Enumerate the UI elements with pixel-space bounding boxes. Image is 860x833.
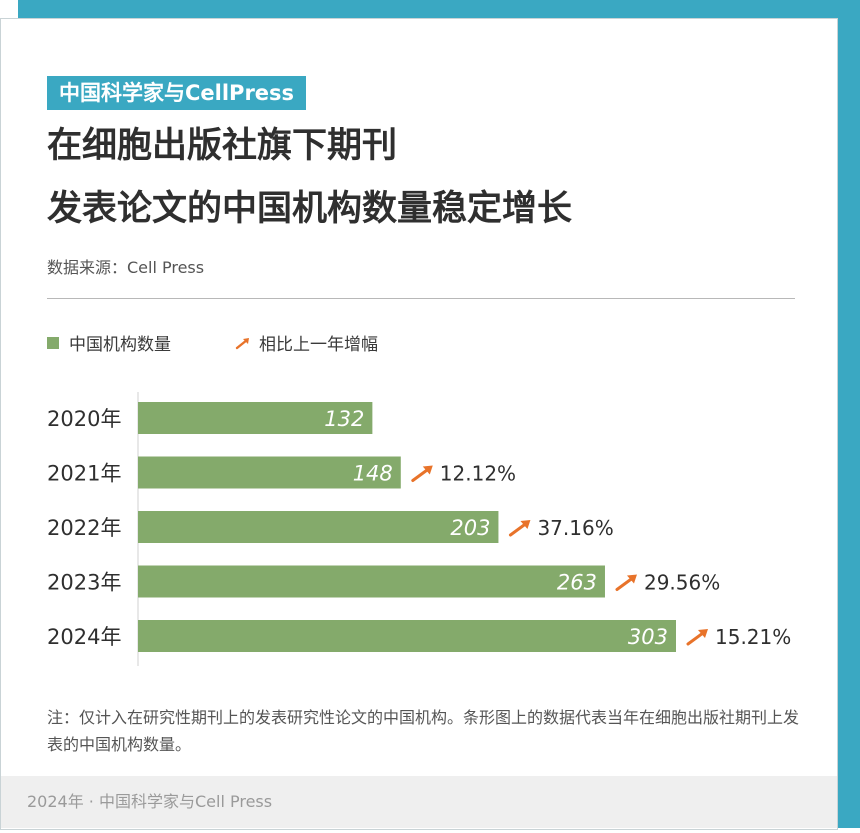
bar <box>138 456 401 489</box>
growth-arrow-icon <box>411 465 433 482</box>
divider <box>47 298 795 299</box>
footnote: 注：仅计入在研究性期刊上的发表研究性论文的中国机构。条形图上的数据代表当年在细胞… <box>47 708 800 754</box>
growth-label: 15.21% <box>715 625 791 649</box>
growth-arrow-icon <box>615 574 637 591</box>
data-source: 数据来源：Cell Press <box>47 258 205 277</box>
title-line-1: 在细胞出版社旗下期刊 <box>47 126 398 166</box>
legend-growth-label: 相比上一年增幅 <box>259 335 378 355</box>
bar <box>138 402 373 434</box>
footer-bar: 2024年 · 中国科学家与Cell Press <box>1 776 837 828</box>
category-label: 2023年 <box>47 571 121 595</box>
bar-value-label: 203 <box>450 516 490 540</box>
bar-value-label: 303 <box>628 625 668 649</box>
bar-chart: 2020年 132 2021年 148 12.12% 2022年 203 37.16% 2023… <box>47 392 791 666</box>
frame-right-accent <box>838 0 860 828</box>
bar <box>138 565 605 598</box>
growth-arrow-icon <box>508 520 531 537</box>
brand-badge: 中国科学家与CellPress <box>47 76 307 110</box>
category-label: 2024年 <box>47 625 121 649</box>
bar-value-label: 132 <box>324 407 364 431</box>
growth-label: 37.16% <box>537 516 613 540</box>
growth-label: 29.56% <box>644 571 720 595</box>
bar <box>138 511 499 543</box>
legend-series-label: 中国机构数量 <box>69 335 171 355</box>
category-label: 2020年 <box>47 407 121 431</box>
frame-top-accent <box>18 0 860 18</box>
category-label: 2021年 <box>47 462 121 486</box>
category-label: 2022年 <box>47 516 121 540</box>
growth-arrow-icon <box>686 629 708 646</box>
title-line-2: 发表论文的中国机构数量稳定增长 <box>47 189 573 229</box>
legend-swatch <box>47 336 59 349</box>
bar <box>138 620 676 652</box>
growth-label: 12.12% <box>440 462 516 486</box>
up-arrow-icon <box>235 336 251 350</box>
legend-growth: 相比上一年增幅 <box>235 330 378 355</box>
legend-series: 中国机构数量 <box>47 330 171 355</box>
bar-value-label: 263 <box>557 571 597 595</box>
bar-value-label: 148 <box>353 462 393 486</box>
